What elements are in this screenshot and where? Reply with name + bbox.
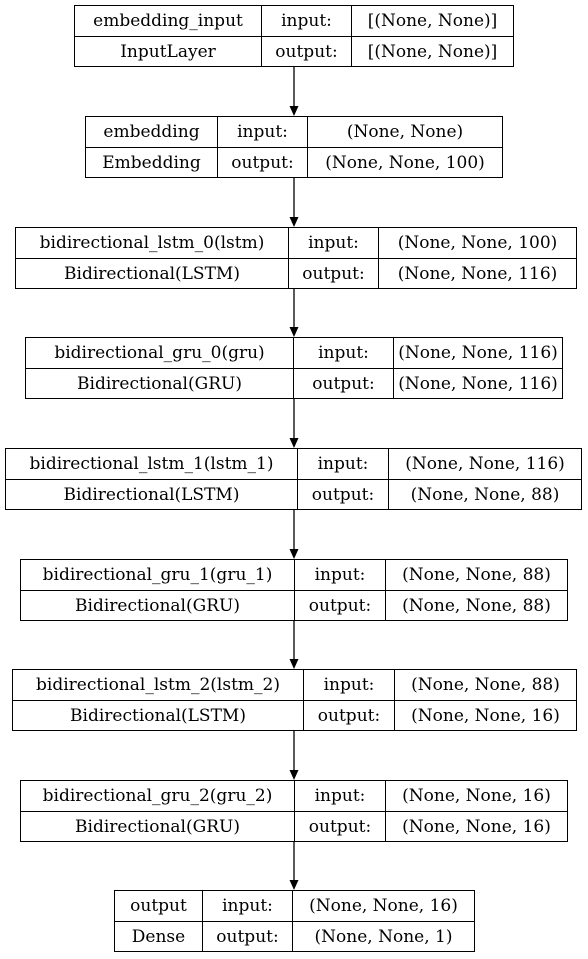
layer-name: bidirectional_lstm_1(lstm_1): [29, 454, 274, 474]
output-shape: (None, None, 88): [385, 590, 567, 620]
layer-node-bidirectional-gru-2: bidirectional_gru_2(gru_2) input: (None,…: [20, 780, 568, 842]
input-shape: (None, None, 88): [385, 560, 567, 590]
layer-name: bidirectional_gru_2(gru_2): [42, 786, 273, 806]
arrowhead-icon: [289, 880, 299, 890]
layer-type: Bidirectional(LSTM): [13, 700, 303, 730]
arrowhead-icon: [289, 438, 299, 448]
input-label: input:: [288, 228, 378, 258]
input-label: input:: [217, 117, 307, 147]
input-label: input:: [297, 449, 388, 479]
output-shape: (None, None, 116): [393, 368, 562, 398]
input-shape: (None, None, 16): [385, 781, 567, 811]
input-label: input:: [294, 781, 385, 811]
layer-type: InputLayer: [75, 36, 261, 66]
input-shape: (None, None, 116): [393, 338, 562, 368]
layer-name: bidirectional_lstm_2(lstm_2): [36, 675, 280, 695]
layer-node-embedding-input: embedding_input input: [(None, None)] In…: [74, 5, 514, 67]
arrowhead-icon: [289, 770, 299, 780]
input-label: input:: [293, 338, 393, 368]
output-label: output:: [261, 36, 351, 66]
layer-type: Bidirectional(LSTM): [6, 479, 297, 509]
arrowhead-icon: [289, 327, 299, 337]
input-shape: (None, None, 16): [292, 891, 474, 921]
arrowhead-icon: [289, 217, 299, 227]
input-shape: [(None, None)]: [351, 6, 513, 36]
input-shape: (None, None, 88): [394, 670, 576, 700]
output-label: output:: [217, 147, 307, 177]
output-shape: (None, None, 16): [385, 811, 567, 841]
layer-type: Bidirectional(GRU): [21, 590, 294, 620]
output-label: output:: [202, 921, 292, 951]
output-shape: (None, None, 116): [378, 258, 576, 288]
input-label: input:: [294, 560, 385, 590]
output-shape: (None, None, 16): [394, 700, 576, 730]
output-label: output:: [294, 811, 385, 841]
arrowhead-icon: [289, 106, 299, 116]
output-label: output:: [294, 590, 385, 620]
layer-node-bidirectional-lstm-0: bidirectional_lstm_0(lstm) input: (None,…: [15, 227, 577, 289]
output-shape: (None, None, 1): [292, 921, 474, 951]
input-shape: (None, None, 100): [378, 228, 576, 258]
layer-node-bidirectional-gru-1: bidirectional_gru_1(gru_1) input: (None,…: [20, 559, 568, 621]
layer-name: bidirectional_gru_0(gru): [54, 343, 265, 363]
input-label: input:: [202, 891, 292, 921]
layer-node-bidirectional-lstm-1: bidirectional_lstm_1(lstm_1) input: (Non…: [5, 448, 582, 510]
arrowhead-icon: [289, 659, 299, 669]
output-label: output:: [303, 700, 394, 730]
layer-type: Bidirectional(GRU): [26, 368, 293, 398]
output-label: output:: [288, 258, 378, 288]
layer-type: Bidirectional(GRU): [21, 811, 294, 841]
layer-type: Dense: [115, 921, 202, 951]
layer-type: Embedding: [86, 147, 217, 177]
input-shape: (None, None, 116): [388, 449, 581, 479]
layer-name: embedding: [103, 122, 200, 142]
layer-name: bidirectional_lstm_0(lstm): [39, 233, 265, 253]
output-shape: [(None, None)]: [351, 36, 513, 66]
output-label: output:: [293, 368, 393, 398]
layer-type: Bidirectional(LSTM): [16, 258, 288, 288]
layer-node-bidirectional-lstm-2: bidirectional_lstm_2(lstm_2) input: (Non…: [12, 669, 577, 731]
output-shape: (None, None, 88): [388, 479, 581, 509]
input-label: input:: [303, 670, 394, 700]
arrowhead-icon: [289, 549, 299, 559]
layer-name: embedding_input: [93, 11, 243, 31]
layer-node-output: output input: (None, None, 16) Dense out…: [114, 890, 475, 952]
layer-node-bidirectional-gru-0: bidirectional_gru_0(gru) input: (None, N…: [25, 337, 563, 399]
input-shape: (None, None): [307, 117, 502, 147]
input-label: input:: [261, 6, 351, 36]
layer-name: output: [130, 896, 187, 916]
layer-name: bidirectional_gru_1(gru_1): [42, 565, 273, 585]
output-shape: (None, None, 100): [307, 147, 502, 177]
output-label: output:: [297, 479, 388, 509]
layer-node-embedding: embedding input: (None, None) Embedding …: [85, 116, 503, 178]
